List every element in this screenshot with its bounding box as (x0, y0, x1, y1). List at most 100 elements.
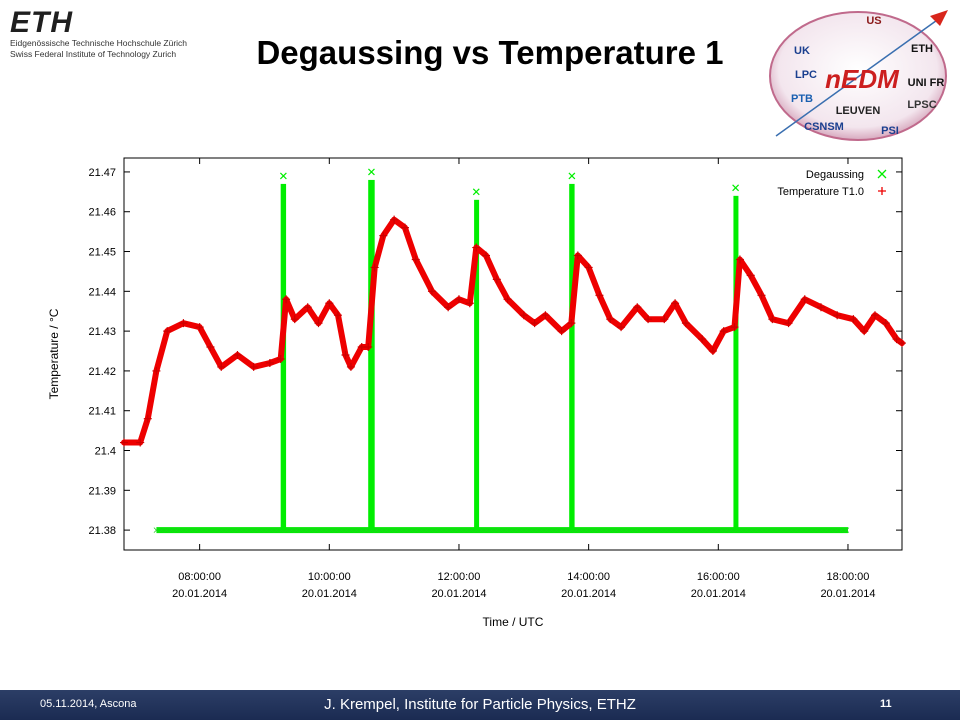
degaussing-baseline-marker (668, 527, 675, 533)
temperature-point-3 (152, 366, 161, 375)
temperature-point-25 (390, 215, 399, 224)
degaussing-baseline-marker (398, 527, 405, 533)
temperature-point-13 (282, 295, 291, 304)
temperature-point-34 (492, 275, 501, 284)
degaussing-pulse-4 (569, 183, 575, 531)
temperature-point-52 (708, 347, 717, 356)
degaussing-pulse-2 (368, 179, 375, 531)
y-tick-label: 21.43 (88, 326, 116, 338)
x-tick-label-time: 14:00:00 (567, 571, 610, 583)
degaussing-baseline-marker (378, 527, 385, 533)
degaussing-baseline-marker (673, 527, 680, 533)
degaussing-baseline-marker (288, 527, 295, 533)
degaussing-baseline-marker (793, 527, 800, 533)
temperature-point-51 (698, 335, 707, 344)
temperature-point-5 (179, 319, 188, 328)
degaussing-baseline-marker (388, 527, 395, 533)
y-tick-label: 21.45 (88, 247, 116, 259)
temperature-point-42 (584, 263, 593, 272)
y-tick-label: 21.41 (88, 406, 116, 418)
degaussing-baseline-marker (318, 527, 325, 533)
degaussing-baseline-marker (773, 527, 780, 533)
degaussing-baseline-marker (423, 527, 430, 533)
temperature-point-60 (800, 295, 809, 304)
temperature-point-59 (784, 319, 793, 328)
temperature-point-18 (333, 311, 342, 320)
degaussing-baseline-marker (328, 527, 335, 533)
degaussing-baseline-marker (818, 527, 825, 533)
x-tick-label-date: 20.01.2014 (172, 588, 227, 600)
degaussing-baseline-marker (638, 527, 645, 533)
degaussing-baseline-marker (413, 527, 420, 533)
temperature-point-35 (503, 295, 512, 304)
degaussing-baseline-marker (453, 527, 460, 533)
temperature-point-28 (427, 287, 436, 296)
degaussing-pulse-3 (474, 199, 480, 531)
temperature-point-61 (816, 303, 825, 312)
degaussing-baseline-marker (798, 527, 805, 533)
degaussing-baseline-marker (338, 527, 345, 533)
degaussing-baseline-marker (363, 527, 370, 533)
degaussing-baseline-marker (603, 527, 610, 533)
degaussing-baseline-marker (663, 527, 670, 533)
temperature-point-44 (606, 315, 615, 324)
temperature-point-49 (671, 299, 680, 308)
temperature-point-8 (217, 362, 226, 371)
logo-nedm-text: nEDM (825, 64, 900, 94)
degaussing-pulse-peak-1 (279, 172, 287, 180)
degaussing-baseline-marker (213, 527, 220, 533)
degaussing-baseline-marker (553, 527, 560, 533)
degaussing-baseline-marker (498, 527, 505, 533)
x-tick-label-time: 16:00:00 (697, 571, 740, 583)
logo-partner-6: UNI FR (908, 77, 945, 89)
temperature-point-65 (870, 311, 879, 320)
degaussing-baseline-marker (703, 527, 710, 533)
degaussing-baseline-marker (633, 527, 640, 533)
degaussing-baseline-marker (358, 527, 365, 533)
temperature-point-26 (400, 223, 409, 232)
degaussing-baseline-marker (158, 527, 165, 533)
degaussing-baseline-marker (518, 527, 525, 533)
degaussing-baseline-marker (448, 527, 455, 533)
degaussing-baseline-marker (533, 527, 540, 533)
degaussing-baseline-marker (313, 527, 320, 533)
degaussing-baseline-marker (223, 527, 230, 533)
temperature-point-20 (346, 362, 355, 371)
degaussing-baseline-marker (468, 527, 475, 533)
degaussing-pulse-peak-4 (568, 172, 576, 180)
temperature-point-67 (892, 335, 901, 344)
degaussing-baseline-marker (693, 527, 700, 533)
degaussing-baseline-marker (403, 527, 410, 533)
temperature-point-62 (833, 311, 842, 320)
temperature-point-9 (233, 350, 242, 359)
degaussing-baseline-marker (748, 527, 755, 533)
degaussing-baseline-marker (443, 527, 450, 533)
temperature-point-56 (746, 271, 755, 280)
degaussing-baseline-marker (678, 527, 685, 533)
temperature-point-45 (617, 323, 626, 332)
degaussing-baseline-marker (688, 527, 695, 533)
temperature-point-0 (120, 438, 128, 447)
degaussing-baseline-marker (238, 527, 245, 533)
y-tick-label: 21.38 (88, 525, 116, 537)
temperature-point-10 (249, 362, 258, 371)
temperature-point-30 (454, 295, 463, 304)
degaussing-baseline-marker (303, 527, 310, 533)
degaussing-baseline-marker (608, 527, 615, 533)
footer-date-location: 05.11.2014, Ascona (40, 698, 137, 710)
temperature-point-22 (364, 343, 373, 352)
degaussing-baseline-marker (808, 527, 815, 533)
degaussing-baseline-marker (268, 527, 275, 533)
x-tick-label-date: 20.01.2014 (302, 588, 357, 600)
legend-label-1: Temperature T1.0 (777, 186, 864, 198)
temperature-point-12 (276, 354, 285, 363)
degaussing-baseline-marker (348, 527, 355, 533)
degaussing-baseline-marker (713, 527, 720, 533)
y-tick-label: 21.44 (88, 286, 116, 298)
degaussing-baseline (156, 527, 848, 534)
temperature-point-2 (143, 414, 152, 423)
y-tick-label: 21.42 (88, 366, 116, 378)
temperature-point-29 (444, 303, 453, 312)
temperature-point-53 (719, 327, 728, 336)
logo-partner-4: PTB (791, 93, 813, 105)
